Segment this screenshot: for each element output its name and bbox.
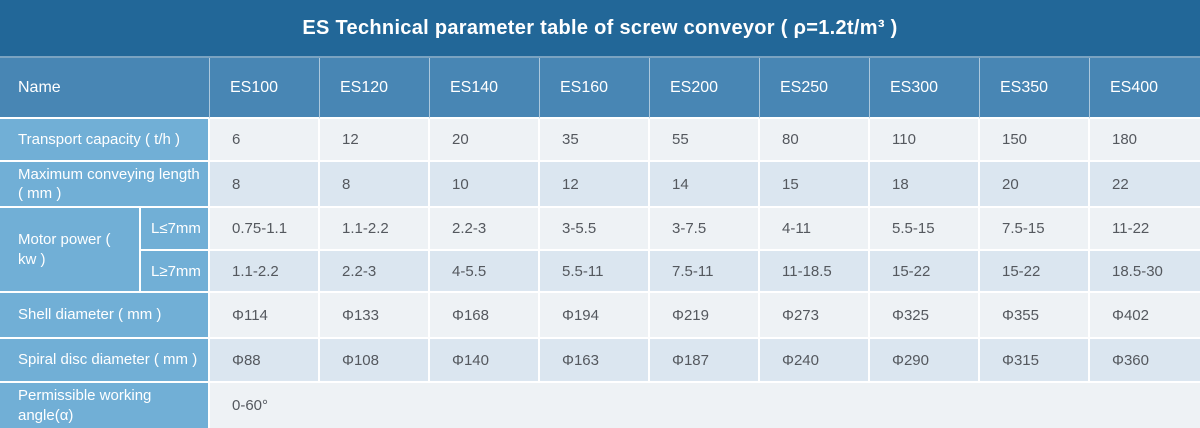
row-label-max-conveying-length: Maximum conveying length ( mm ) (0, 162, 210, 208)
column-header-es120: ES120 (320, 58, 430, 119)
column-header-es250: ES250 (760, 58, 870, 119)
value-cell: 180 (1090, 119, 1200, 162)
sub-label-length-ge-7mm: L≥7mm (141, 251, 210, 293)
value-cell: 150 (980, 119, 1090, 162)
value-cell: 3-7.5 (650, 208, 760, 251)
title-bar: ES Technical parameter table of screw co… (0, 0, 1200, 58)
value-cell: Φ168 (430, 293, 540, 339)
value-cell: 11-22 (1090, 208, 1200, 251)
value-cell: 15-22 (980, 251, 1090, 293)
value-cell: 55 (650, 119, 760, 162)
value-cell: Φ240 (760, 339, 870, 383)
parameter-table: Name ES100 ES120 ES140 ES160 ES200 ES250… (0, 58, 1200, 428)
value-cell: 35 (540, 119, 650, 162)
value-cell: Φ114 (210, 293, 320, 339)
column-header-es300: ES300 (870, 58, 980, 119)
value-cell: Φ325 (870, 293, 980, 339)
value-cell: Φ360 (1090, 339, 1200, 383)
value-cell: Φ290 (870, 339, 980, 383)
value-cell: 1.1-2.2 (320, 208, 430, 251)
value-cell: Φ108 (320, 339, 430, 383)
value-cell: 20 (430, 119, 540, 162)
value-cell: 14 (650, 162, 760, 208)
value-cell: Φ219 (650, 293, 760, 339)
column-header-name: Name (0, 58, 210, 119)
value-cell: 12 (540, 162, 650, 208)
table-row-spiral-disc-diameter: Spiral disc diameter ( mm ) Φ88 Φ108 Φ14… (0, 339, 1200, 383)
row-label-shell-diameter: Shell diameter ( mm ) (0, 293, 210, 339)
value-cell: Φ133 (320, 293, 430, 339)
table-row-shell-diameter: Shell diameter ( mm ) Φ114 Φ133 Φ168 Φ19… (0, 293, 1200, 339)
value-cell: 2.2-3 (320, 251, 430, 293)
value-cell: Φ315 (980, 339, 1090, 383)
table-row-transport-capacity: Transport capacity ( t/h ) 6 12 20 35 55… (0, 119, 1200, 162)
value-cell: 5.5-11 (540, 251, 650, 293)
value-cell: 10 (430, 162, 540, 208)
value-cell: Φ140 (430, 339, 540, 383)
table-row-motor-power-ge7: L≥7mm 1.1-2.2 2.2-3 4-5.5 5.5-11 7.5-11 … (0, 251, 1200, 293)
value-cell: 15-22 (870, 251, 980, 293)
value-cell: 8 (320, 162, 430, 208)
column-header-es200: ES200 (650, 58, 760, 119)
value-cell: 80 (760, 119, 870, 162)
value-cell: 3-5.5 (540, 208, 650, 251)
value-cell-angle-range: 0-60° (210, 383, 1200, 428)
sub-label-length-le-7mm: L≤7mm (141, 208, 210, 251)
value-cell: 4-5.5 (430, 251, 540, 293)
column-header-es140: ES140 (430, 58, 540, 119)
table-row-max-conveying-length: Maximum conveying length ( mm ) 8 8 10 1… (0, 162, 1200, 208)
value-cell: 18.5-30 (1090, 251, 1200, 293)
value-cell: 7.5-15 (980, 208, 1090, 251)
value-cell: Φ163 (540, 339, 650, 383)
value-cell: 5.5-15 (870, 208, 980, 251)
value-cell: 15 (760, 162, 870, 208)
value-cell: Φ194 (540, 293, 650, 339)
value-cell: 110 (870, 119, 980, 162)
value-cell: 8 (210, 162, 320, 208)
value-cell: Φ187 (650, 339, 760, 383)
page-title: ES Technical parameter table of screw co… (302, 16, 898, 39)
row-label-spiral-disc-diameter: Spiral disc diameter ( mm ) (0, 339, 210, 383)
value-cell: 11-18.5 (760, 251, 870, 293)
column-header-es100: ES100 (210, 58, 320, 119)
value-cell: 18 (870, 162, 980, 208)
row-label-transport-capacity: Transport capacity ( t/h ) (0, 119, 210, 162)
value-cell: Φ355 (980, 293, 1090, 339)
value-cell: 0.75-1.1 (210, 208, 320, 251)
value-cell: 12 (320, 119, 430, 162)
value-cell: 22 (1090, 162, 1200, 208)
value-cell: 7.5-11 (650, 251, 760, 293)
table-row-permissible-working-angle: Permissible working angle(α) 0-60° (0, 383, 1200, 428)
value-cell: 2.2-3 (430, 208, 540, 251)
value-cell: Φ273 (760, 293, 870, 339)
column-header-es350: ES350 (980, 58, 1090, 119)
value-cell: Φ402 (1090, 293, 1200, 339)
value-cell: 6 (210, 119, 320, 162)
column-header-es160: ES160 (540, 58, 650, 119)
value-cell: 1.1-2.2 (210, 251, 320, 293)
row-label-permissible-working-angle: Permissible working angle(α) (0, 383, 210, 428)
table-header-row: Name ES100 ES120 ES140 ES160 ES200 ES250… (0, 58, 1200, 119)
value-cell: 4-11 (760, 208, 870, 251)
row-label-motor-power: Motor power ( kw ) (0, 208, 141, 293)
column-header-es400: ES400 (1090, 58, 1200, 119)
value-cell: 20 (980, 162, 1090, 208)
value-cell: Φ88 (210, 339, 320, 383)
table-row-motor-power-le7: Motor power ( kw ) L≤7mm 0.75-1.1 1.1-2.… (0, 208, 1200, 293)
